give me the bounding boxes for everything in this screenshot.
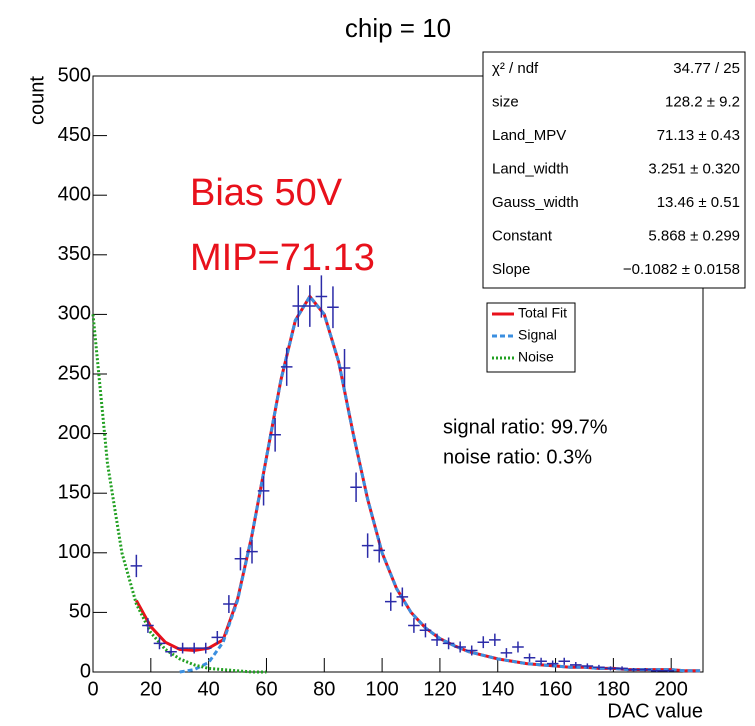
data-point	[442, 637, 455, 650]
data-point	[315, 275, 328, 318]
y-tick-label: 400	[58, 183, 91, 205]
data-point	[211, 630, 224, 644]
data-point	[570, 661, 582, 668]
data-point	[454, 641, 466, 653]
data-point	[546, 660, 559, 667]
y-tick-label: 200	[58, 422, 91, 444]
x-tick-label: 60	[255, 678, 277, 700]
data-point	[188, 642, 200, 654]
annotation: signal ratio: 99.7%	[443, 416, 608, 438]
x-axis-label: DAC value	[607, 700, 703, 722]
data-point	[304, 285, 316, 327]
stats-label: Gauss_width	[492, 194, 579, 211]
data-point	[523, 653, 536, 662]
data-point	[257, 476, 270, 506]
data-point	[489, 633, 501, 647]
x-tick-label: 40	[198, 678, 220, 700]
y-tick-label: 500	[58, 64, 91, 86]
data-point	[142, 618, 154, 633]
stats-label: Constant	[492, 227, 553, 244]
y-tick-label: 0	[80, 660, 91, 682]
fit-curve	[179, 293, 701, 674]
legend-label: Signal	[518, 327, 557, 343]
x-tick-label: 100	[365, 678, 398, 700]
stats-value: 3.251 ± 0.320	[648, 160, 740, 177]
data-point	[165, 646, 177, 657]
stats-value: −0.1082 ± 0.0158	[623, 261, 740, 278]
stats-value: 5.868 ± 0.299	[648, 227, 740, 244]
x-tick-label: 200	[655, 678, 688, 700]
data-point	[627, 667, 640, 672]
annotation: Bias 50V	[190, 172, 343, 214]
data-point	[512, 641, 524, 653]
data-point	[338, 348, 351, 388]
data-point	[292, 285, 305, 327]
x-tick-label: 140	[481, 678, 514, 700]
y-tick-label: 450	[58, 124, 91, 146]
x-tick-label: 160	[539, 678, 572, 700]
data-point	[477, 636, 490, 649]
data-point	[639, 667, 651, 672]
data-point	[176, 642, 189, 654]
y-tick-label: 250	[58, 362, 91, 384]
data-point	[350, 472, 362, 503]
data-point	[616, 666, 628, 671]
stats-box	[482, 51, 746, 289]
chart-title: chip = 10	[345, 13, 451, 43]
stats-label: χ² / ndf	[492, 60, 539, 77]
data-point	[130, 554, 143, 578]
data-point	[269, 417, 281, 452]
data-point	[465, 645, 478, 656]
stats-label: Land_MPV	[492, 127, 566, 144]
data-point	[153, 637, 166, 650]
stats-label: Land_width	[492, 160, 569, 177]
data-point	[199, 642, 212, 654]
data-point	[246, 539, 258, 564]
legend-label: Noise	[518, 349, 554, 365]
data-point	[373, 538, 385, 563]
data-point	[604, 666, 617, 671]
x-tick-label: 20	[140, 678, 162, 700]
y-tick-label: 50	[69, 601, 91, 623]
data-point	[500, 648, 513, 658]
x-tick-label: 180	[597, 678, 630, 700]
data-point	[535, 657, 547, 665]
data-point	[384, 592, 397, 611]
stats-label: size	[492, 93, 519, 110]
annotation: MIP=71.13	[190, 237, 375, 279]
fit-curve	[135, 293, 701, 673]
data-point	[223, 595, 235, 613]
y-tick-label: 300	[58, 303, 91, 325]
x-tick-label: 0	[87, 678, 98, 700]
data-point	[581, 663, 594, 669]
stats-value: 71.13 ± 0.43	[657, 127, 740, 144]
y-tick-label: 150	[58, 481, 91, 503]
data-point	[361, 533, 374, 558]
x-tick-label: 80	[313, 678, 335, 700]
data-point	[558, 657, 571, 665]
stats-label: Slope	[492, 261, 530, 278]
stats-value: 128.2 ± 9.2	[665, 93, 740, 110]
x-tick-label: 120	[423, 678, 456, 700]
y-tick-label: 100	[58, 541, 91, 563]
data-point	[431, 633, 443, 647]
fit-curve	[91, 314, 267, 674]
annotation: noise ratio: 0.3%	[443, 446, 592, 468]
data-point	[419, 623, 432, 638]
data-point	[280, 347, 293, 386]
data-point	[662, 669, 675, 672]
legend-label: Total Fit	[518, 305, 567, 321]
data-point	[234, 547, 247, 571]
stats-value: 13.46 ± 0.51	[657, 194, 740, 211]
y-tick-label: 350	[58, 243, 91, 265]
data-point	[408, 618, 420, 633]
data-point	[650, 669, 663, 672]
stats-value: 34.77 / 25	[673, 60, 740, 77]
y-axis-label: count	[26, 76, 48, 125]
data-point	[593, 664, 605, 670]
data-point	[327, 286, 339, 329]
data-point	[396, 587, 409, 607]
